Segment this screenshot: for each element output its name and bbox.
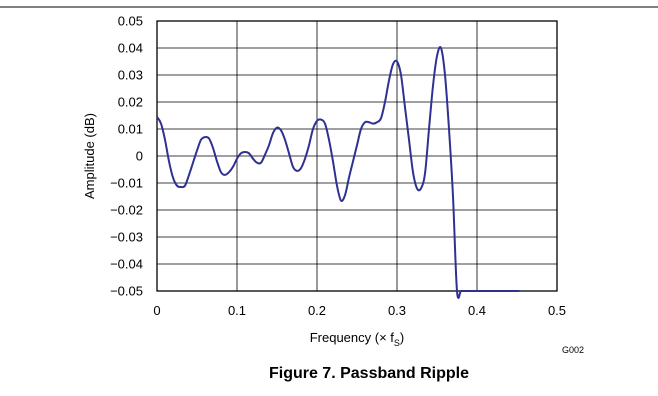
figure-caption: Figure 7. Passband Ripple (269, 365, 469, 382)
x-axis-label-close: ) (400, 330, 404, 345)
y-tick-label: 0.01 (118, 122, 143, 137)
x-tick-label: 0.5 (548, 303, 566, 318)
y-tick-labels: 0.05 0.04 0.03 0.02 0.01 0 −0.01 −0.02 −0.03 −0.0… (110, 14, 143, 299)
y-tick-label: 0.05 (118, 14, 143, 29)
x-tick-label: 0.1 (228, 303, 246, 318)
x-axis-label: Frequency (× fS) (310, 330, 405, 348)
y-tick-label: −0.05 (110, 284, 143, 299)
x-tick-label: 0.4 (468, 303, 486, 318)
plot-frame (156, 20, 558, 292)
x-tick-label: 0.3 (388, 303, 406, 318)
y-tick-label: 0 (136, 149, 143, 164)
y-tick-label: −0.02 (110, 203, 143, 218)
y-tick-label: 0.03 (118, 68, 143, 83)
x-axis-label-main: Frequency (× f (310, 330, 395, 345)
grid (156, 20, 558, 292)
x-tick-label: 0.2 (308, 303, 326, 318)
x-tick-label: 0 (153, 303, 160, 318)
y-tick-label: −0.03 (110, 230, 143, 245)
y-tick-label: −0.04 (110, 257, 143, 272)
x-tick-labels: 0 0.1 0.2 0.3 0.4 0.5 (153, 303, 566, 318)
y-tick-label: 0.04 (118, 41, 143, 56)
figure-id: G002 (562, 345, 584, 355)
series-line (156, 46, 520, 299)
y-axis-label: Amplitude (dB) (82, 113, 97, 199)
x-axis-label-subscript: S (394, 338, 400, 348)
series-group (156, 46, 520, 299)
y-tick-label: 0.02 (118, 95, 143, 110)
y-tick-label: −0.01 (110, 176, 143, 191)
